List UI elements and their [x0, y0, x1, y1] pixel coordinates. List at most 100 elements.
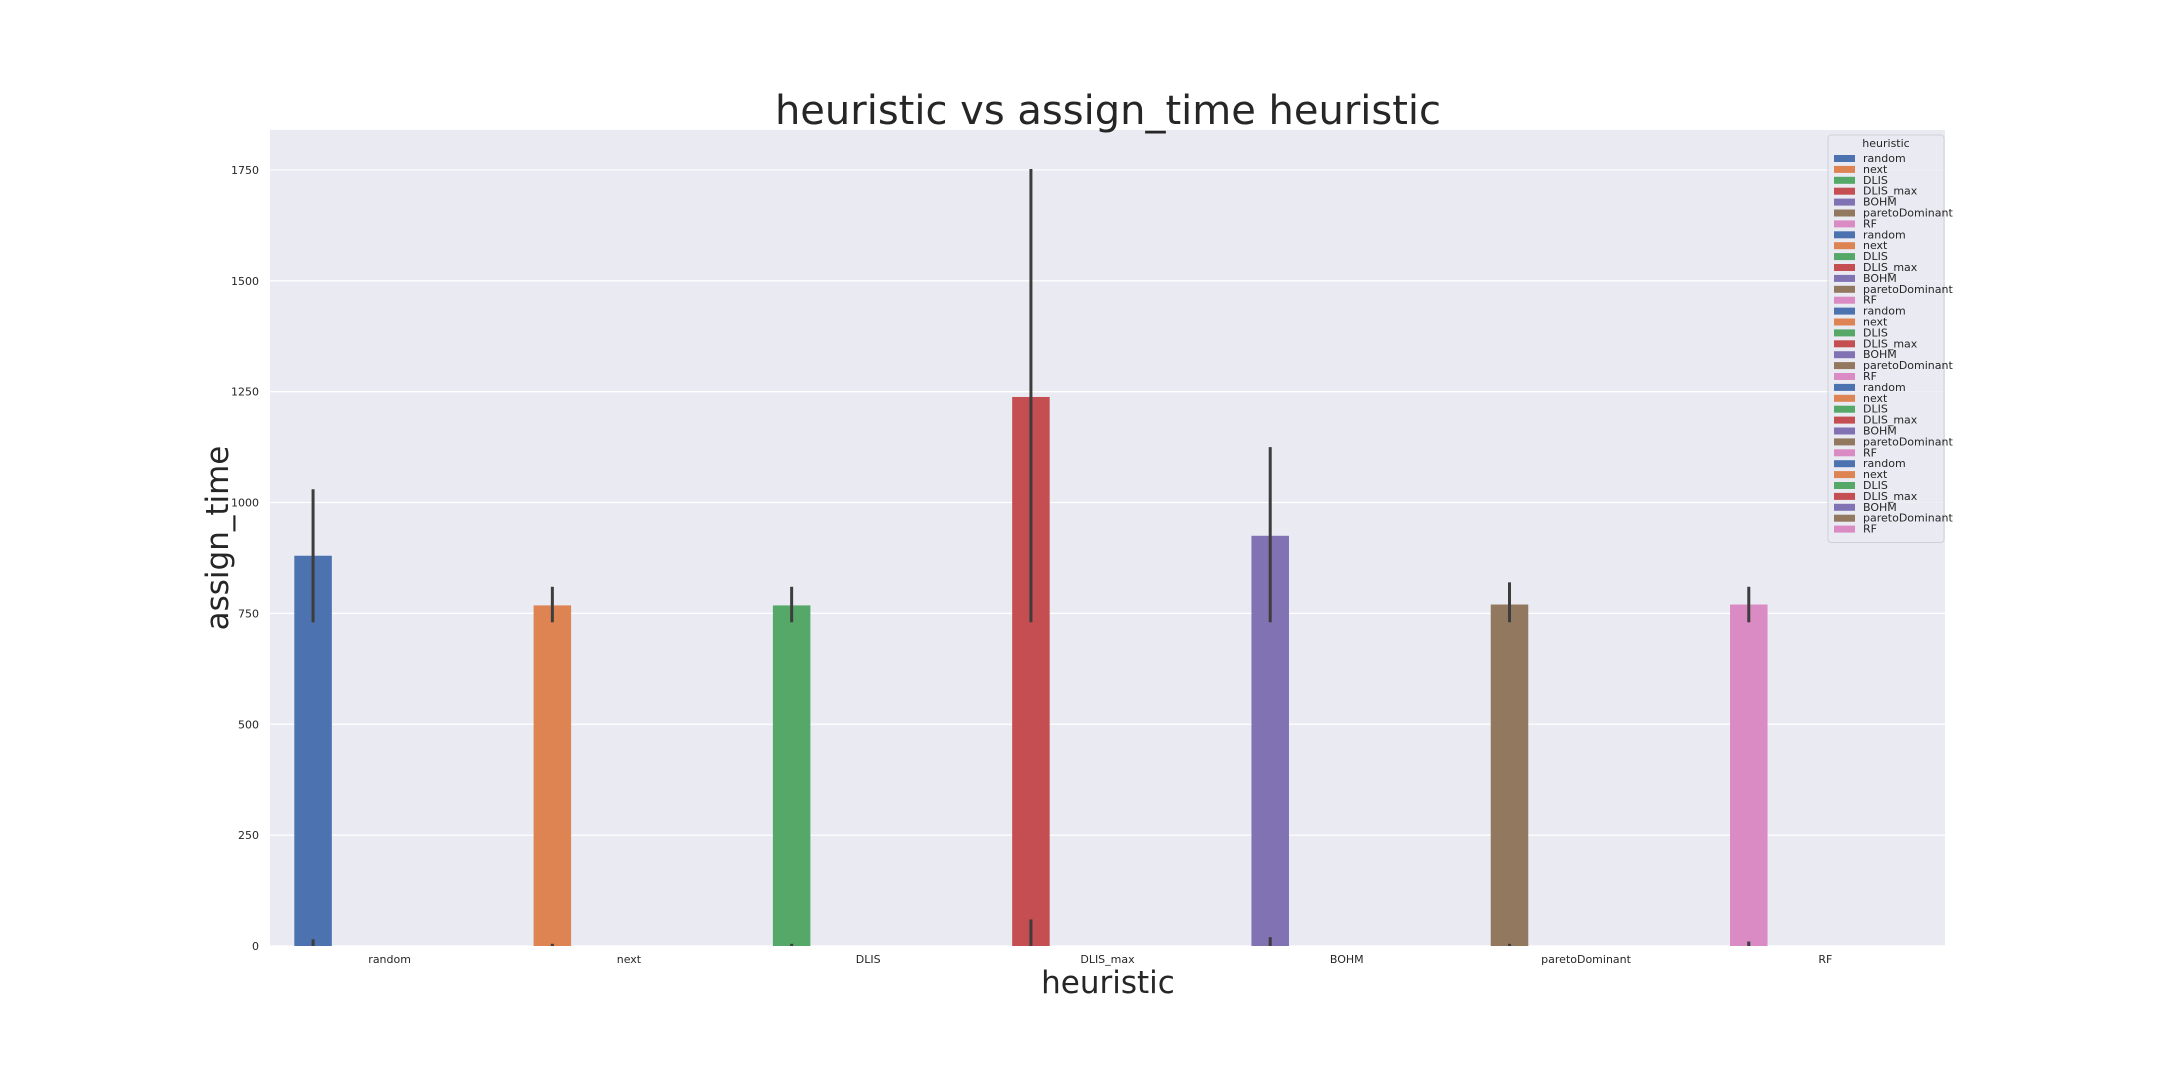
y-tick-label: 1000: [231, 497, 259, 510]
legend-entry: random: [1863, 381, 1906, 394]
y-tick-label: 1250: [231, 386, 259, 399]
x-tick-labels: random next DLIS DLIS_max BOHM paretoDominant…: [368, 953, 1832, 966]
legend-swatch: [1834, 176, 1855, 184]
legend-swatch: [1834, 285, 1855, 293]
chart-title: heuristic vs assign_time heuristic: [775, 88, 1441, 134]
legend-entry: DLIS_max: [1863, 337, 1918, 350]
legend-swatch: [1834, 394, 1855, 402]
legend-entry: paretoDominant: [1863, 359, 1953, 372]
legend-entry: paretoDominant: [1863, 283, 1953, 296]
legend-swatch: [1834, 471, 1855, 479]
x-tick-label: next: [617, 953, 642, 966]
x-tick-label: BOHM: [1330, 953, 1364, 966]
legend-swatch: [1834, 482, 1855, 489]
legend-swatch: [1834, 514, 1855, 522]
legend-entry: DLIS: [1863, 326, 1888, 339]
legend-entry: random: [1863, 228, 1906, 241]
legend-swatch: [1834, 373, 1855, 380]
legend-entry: next: [1863, 392, 1888, 405]
legend-swatch: [1834, 351, 1855, 359]
legend-entry: next: [1863, 316, 1888, 329]
legend-entry: BOHM: [1863, 501, 1897, 514]
legend-entry: random: [1863, 152, 1906, 165]
legend-swatch: [1834, 340, 1855, 348]
legend-entry: random: [1863, 457, 1906, 470]
y-tick-labels: 0 250 500 750 1000 1250 1500 1750: [231, 164, 259, 953]
legend-swatch: [1834, 198, 1855, 206]
legend-entry: DLIS: [1863, 403, 1888, 416]
bar-DLIS: [772, 605, 811, 946]
legend-entry: DLIS: [1863, 250, 1888, 263]
legend-swatch: [1834, 329, 1855, 337]
y-axis-label: assign_time: [200, 446, 236, 631]
y-tick-label: 1750: [231, 164, 259, 177]
legend-swatch: [1834, 438, 1855, 446]
legend-title: heuristic: [1862, 137, 1909, 150]
y-tick-label: 750: [238, 607, 259, 620]
legend-swatch: [1834, 209, 1855, 217]
legend-swatch: [1834, 155, 1855, 162]
legend-entry: BOHM: [1863, 348, 1897, 361]
legend-swatch: [1834, 427, 1855, 435]
legend-entry: BOHM: [1863, 272, 1897, 285]
legend-entry: random: [1863, 305, 1906, 318]
legend-swatch: [1834, 525, 1855, 533]
legend-swatch: [1834, 296, 1855, 304]
legend-entry: DLIS_max: [1863, 261, 1918, 274]
legend-swatch: [1834, 220, 1855, 228]
legend-entry: RF: [1863, 217, 1877, 230]
legend-swatch: [1834, 318, 1855, 326]
x-tick-label: paretoDominant: [1541, 953, 1631, 966]
legend-swatch: [1834, 307, 1855, 315]
x-tick-label: random: [368, 953, 411, 966]
legend-entry: paretoDominant: [1863, 512, 1953, 525]
legend-entry: DLIS_max: [1863, 414, 1918, 427]
bar-next: [533, 605, 572, 946]
legend-entry: BOHM: [1863, 425, 1897, 438]
legend-swatch: [1834, 165, 1855, 173]
legend-swatch: [1834, 460, 1855, 468]
legend-swatch: [1834, 405, 1855, 413]
y-tick-label: 0: [252, 940, 259, 953]
legend-entry: next: [1863, 468, 1888, 481]
legend-entry: DLIS_max: [1863, 490, 1918, 503]
legend-entry: BOHM: [1863, 196, 1897, 209]
legend: heuristicrandomnextDLISDLIS_maxBOHMparet…: [1827, 134, 1953, 543]
legend-swatch: [1834, 362, 1855, 370]
legend-entry: next: [1863, 163, 1888, 176]
y-tick-label: 1500: [231, 275, 259, 288]
legend-swatch: [1834, 492, 1855, 500]
legend-swatch: [1834, 231, 1855, 239]
legend-swatch: [1834, 449, 1855, 457]
legend-entry: paretoDominant: [1863, 207, 1953, 220]
legend-entry: RF: [1863, 523, 1877, 536]
bar-RF: [1730, 604, 1768, 946]
legend-entry: DLIS: [1863, 174, 1888, 187]
legend-swatch: [1834, 253, 1855, 261]
legend-entry: RF: [1863, 370, 1877, 383]
legend-entry: RF: [1863, 446, 1877, 459]
legend-entry: RF: [1863, 294, 1877, 307]
legend-entry: DLIS: [1863, 479, 1888, 492]
error-bars: [311, 169, 1751, 946]
y-tick-label: 250: [238, 829, 259, 842]
bars: [294, 396, 1768, 947]
x-tick-label: RF: [1818, 953, 1832, 966]
x-axis-label: heuristic: [1041, 965, 1175, 1001]
legend-swatch: [1834, 264, 1855, 271]
legend-entry: next: [1863, 239, 1888, 252]
legend-swatch: [1834, 416, 1855, 424]
legend-swatch: [1834, 187, 1855, 195]
legend-swatch: [1834, 383, 1855, 391]
plot-area: [270, 130, 1945, 946]
bar-paretoDominant: [1490, 604, 1529, 946]
x-tick-label: DLIS: [856, 953, 881, 966]
legend-swatch: [1834, 503, 1855, 511]
legend-entry: paretoDominant: [1863, 435, 1953, 448]
legend-entry: DLIS_max: [1863, 185, 1918, 198]
x-tick-label: DLIS_max: [1080, 953, 1135, 966]
legend-swatch: [1834, 242, 1855, 250]
legend-box: [1827, 134, 1945, 543]
y-tick-label: 500: [238, 718, 259, 731]
